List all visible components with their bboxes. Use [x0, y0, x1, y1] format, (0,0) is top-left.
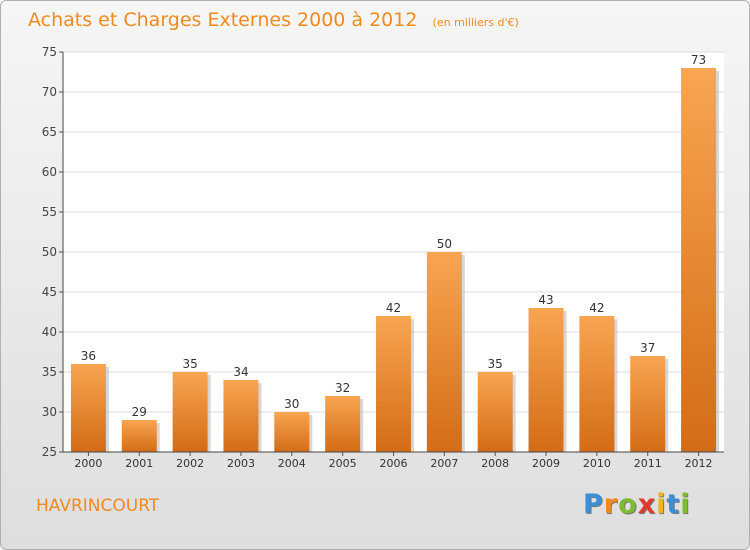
- logo-letter: i: [680, 489, 691, 520]
- logo-letter: i: [656, 489, 667, 520]
- bar-value-label: 36: [81, 349, 96, 363]
- bar: [376, 316, 411, 452]
- bar-value-label: 29: [132, 405, 147, 419]
- x-tick-label: 2005: [329, 457, 357, 470]
- x-tick-label: 2008: [481, 457, 509, 470]
- x-tick-label: 2009: [532, 457, 560, 470]
- bar: [325, 396, 361, 452]
- bar: [172, 372, 208, 452]
- y-tick-label: 50: [42, 245, 57, 259]
- bar: [528, 308, 564, 452]
- title-row: Achats et Charges Externes 2000 à 2012 (…: [28, 9, 519, 31]
- bar: [681, 68, 717, 452]
- y-tick-label: 75: [42, 45, 57, 59]
- logo-letter: t: [666, 489, 681, 520]
- y-tick-label: 65: [42, 125, 57, 139]
- chart-title: Achats et Charges Externes 2000 à 2012: [28, 9, 418, 31]
- x-tick-label: 2006: [380, 457, 408, 470]
- x-tick-label: 2004: [278, 457, 306, 470]
- bar: [477, 372, 513, 452]
- bar: [579, 316, 615, 452]
- bar: [70, 364, 106, 452]
- bar: [121, 420, 157, 452]
- y-tick-label: 40: [42, 325, 57, 339]
- bar: [223, 380, 259, 452]
- logo-letter: r: [603, 489, 619, 520]
- logo-letter: P: [583, 489, 604, 520]
- bar-value-label: 32: [335, 381, 350, 395]
- y-tick-label: 25: [42, 445, 57, 459]
- x-tick-label: 2012: [685, 457, 713, 470]
- bar-value-label: 35: [488, 357, 503, 371]
- chart-subtitle: (en milliers d'€): [432, 16, 519, 29]
- x-tick-label: 2002: [176, 457, 204, 470]
- y-tick-label: 30: [42, 405, 57, 419]
- x-tick-label: 2000: [74, 457, 102, 470]
- bar-value-label: 35: [182, 357, 197, 371]
- x-tick-label: 2003: [227, 457, 255, 470]
- x-tick-label: 2001: [125, 457, 153, 470]
- bar-value-label: 42: [589, 301, 604, 315]
- y-tick-label: 45: [42, 285, 57, 299]
- bar: [426, 252, 462, 452]
- logo-letter: x: [637, 489, 657, 520]
- y-tick-label: 60: [42, 165, 57, 179]
- bar-value-label: 34: [233, 365, 248, 379]
- y-tick-label: 70: [42, 85, 57, 99]
- bar-value-label: 50: [437, 237, 452, 251]
- y-tick-label: 35: [42, 365, 57, 379]
- bar: [630, 356, 666, 452]
- place-name: HAVRINCOURT: [36, 496, 160, 516]
- bar-value-label: 30: [284, 397, 299, 411]
- bar-value-label: 73: [691, 53, 706, 67]
- bar-value-label: 42: [386, 301, 401, 315]
- bar-value-label: 37: [640, 341, 655, 355]
- y-tick-label: 55: [42, 205, 57, 219]
- x-tick-label: 2011: [634, 457, 662, 470]
- x-tick-label: 2010: [583, 457, 611, 470]
- proxiti-logo: Proxiti: [583, 489, 691, 520]
- x-tick-label: 2007: [430, 457, 458, 470]
- logo-letter: o: [618, 489, 638, 520]
- bar-value-label: 43: [538, 293, 553, 307]
- bar: [274, 412, 310, 452]
